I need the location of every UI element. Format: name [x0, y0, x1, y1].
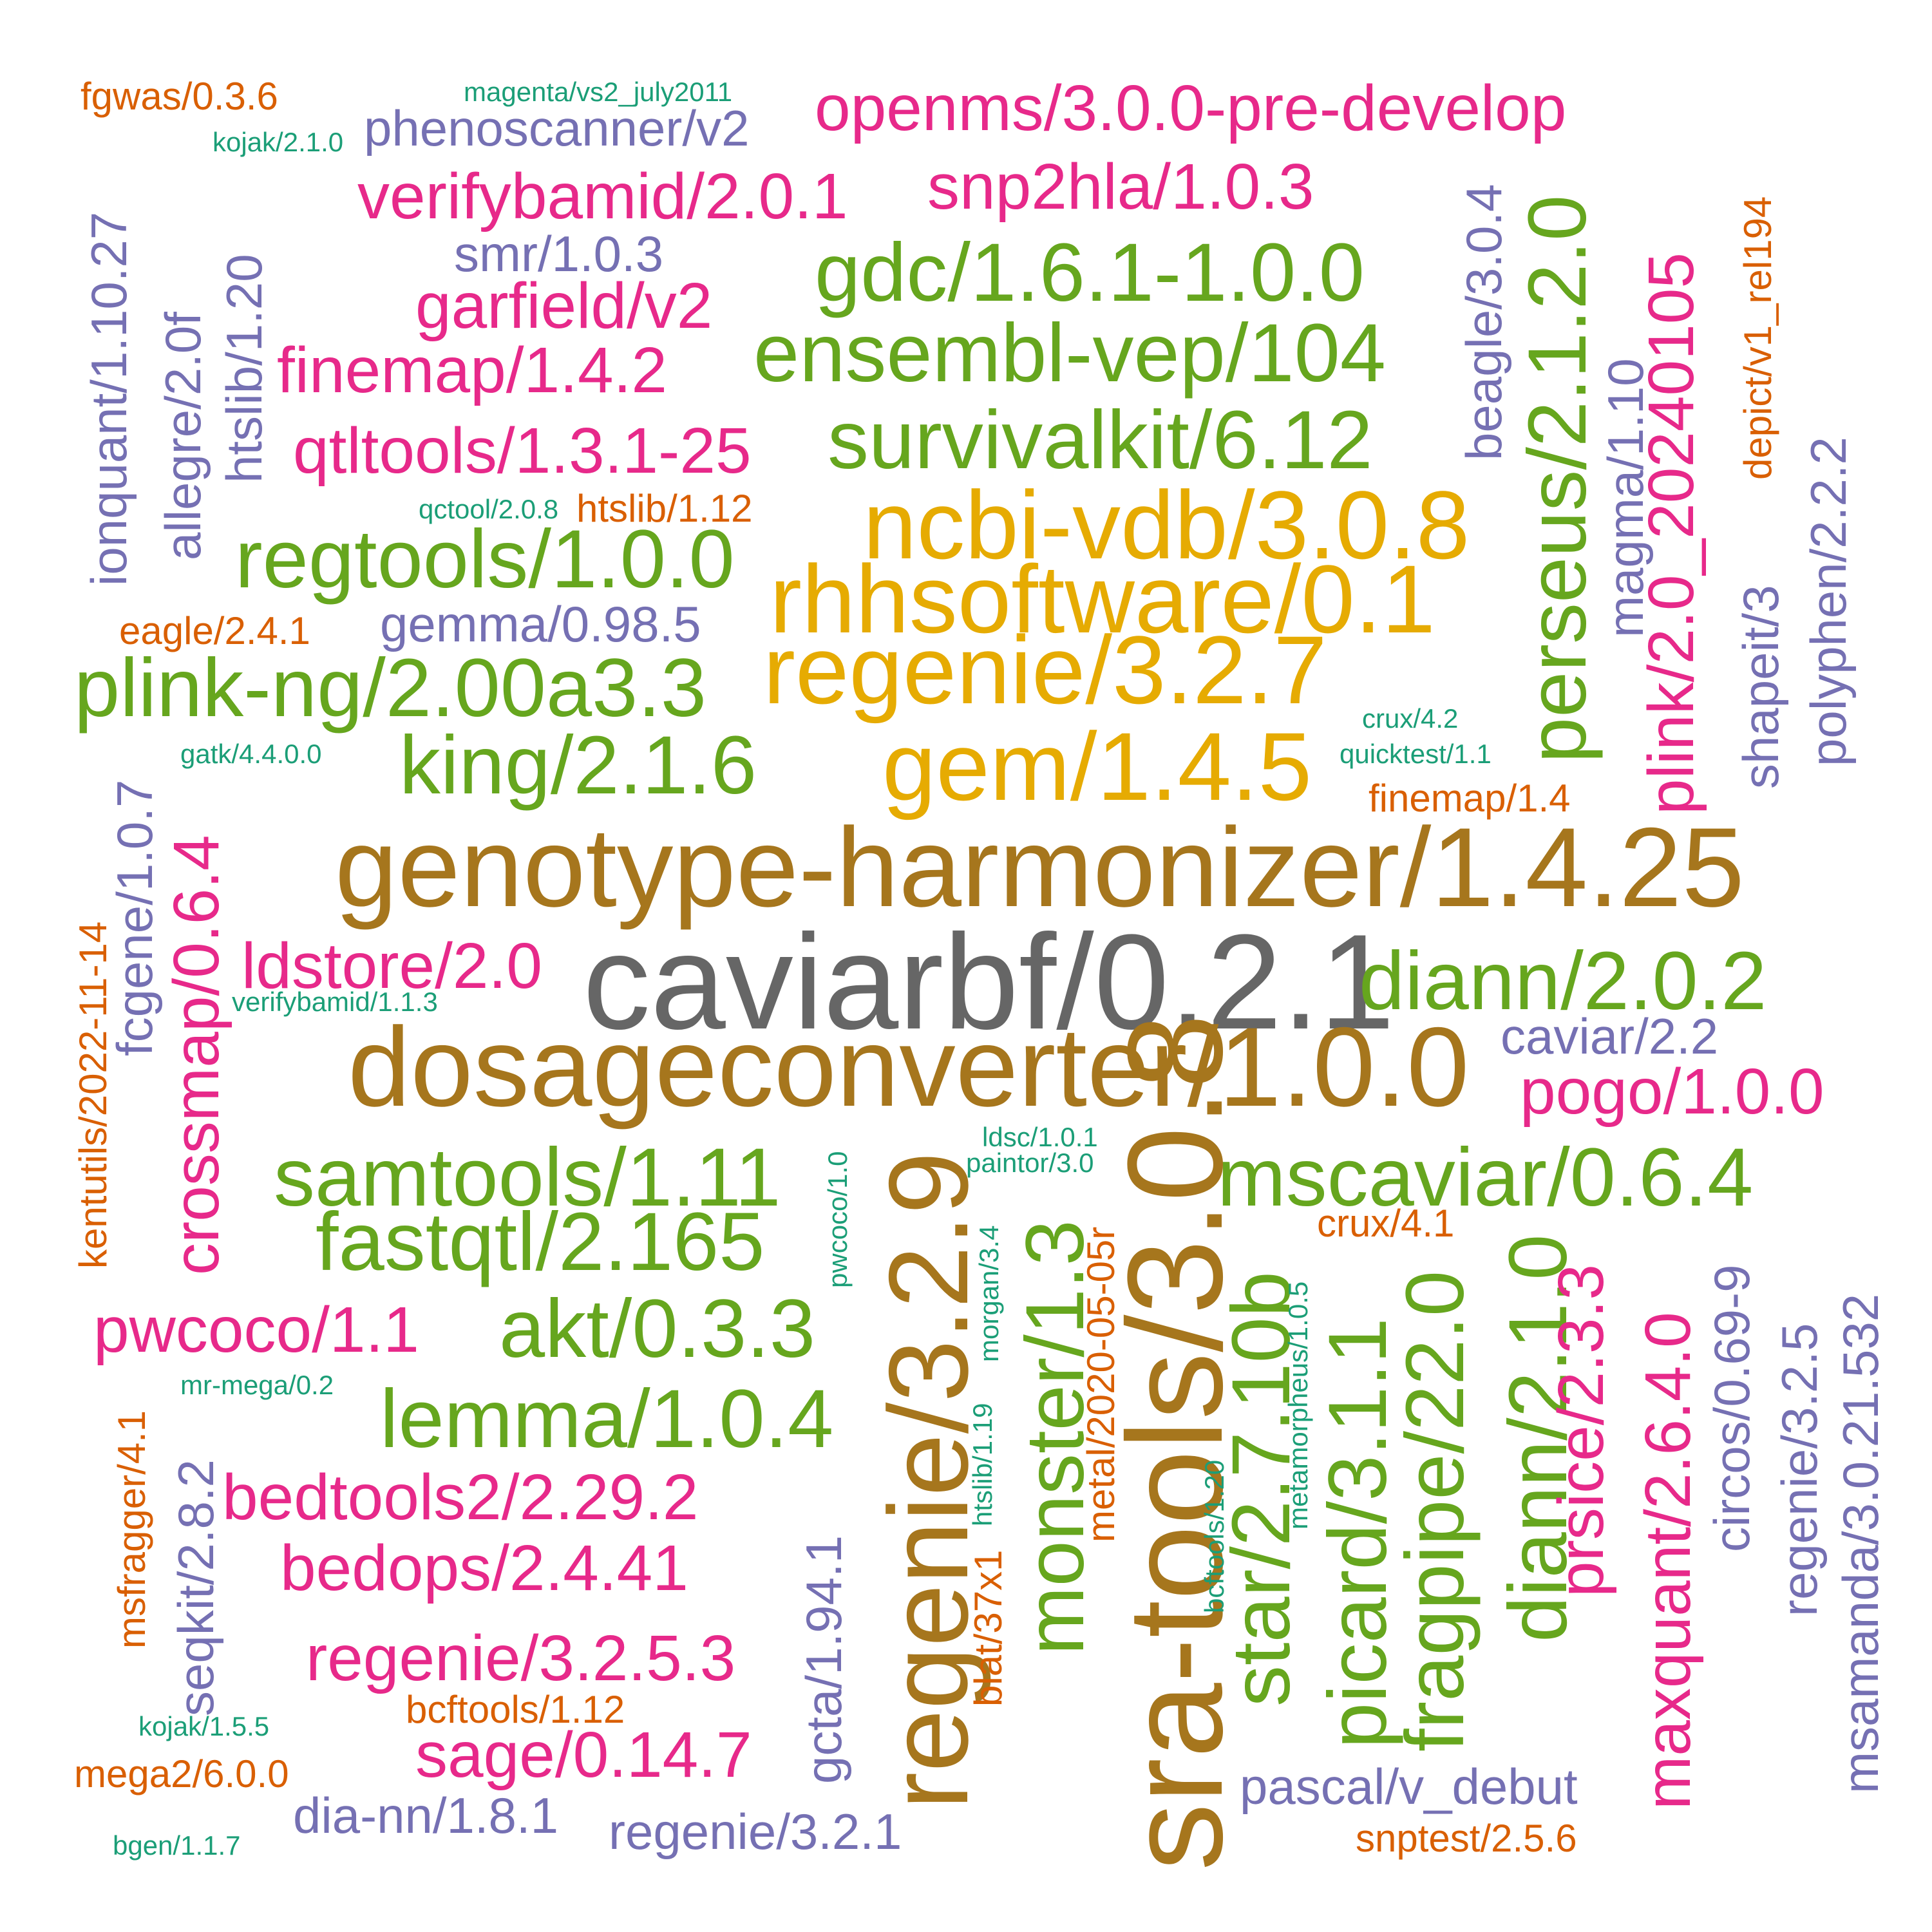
word: magenta/vs2_july2011: [464, 77, 733, 107]
word: circos/0.69-9: [1703, 1264, 1760, 1552]
word: pwcoco/1.0: [822, 1151, 853, 1288]
word: gem/1.4.5: [882, 712, 1312, 820]
word: kentutils/2022-11-14: [71, 921, 115, 1269]
word: htslib/1.19: [967, 1403, 998, 1526]
word: smr/1.0.3: [454, 225, 664, 282]
word: kojak/1.5.5: [138, 1711, 270, 1741]
word: phenoscanner/v2: [364, 100, 750, 156]
word: shapeit/3: [1732, 585, 1789, 789]
word: caviarbf/0.2.1: [583, 906, 1395, 1057]
word: eagle/2.4.1: [119, 609, 310, 652]
word: caviar/2.2: [1501, 1008, 1719, 1065]
word: verifybamid/1.1.3: [232, 987, 438, 1017]
word: mr-mega/0.2: [180, 1370, 334, 1400]
word: bcftools/1.12: [406, 1688, 625, 1731]
word: magma/1.10: [1597, 358, 1654, 638]
word: gcta/1.94.1: [795, 1535, 852, 1784]
word: ensembl-vep/104: [753, 307, 1386, 399]
word: gatk/4.4.0.0: [180, 739, 322, 769]
word: mega2/6.0.0: [74, 1752, 289, 1795]
word: regenie/3.2.7: [763, 616, 1327, 724]
word: fragpipe/22.0: [1389, 1270, 1481, 1752]
word: crossmap/0.6.4: [160, 835, 232, 1275]
word: mscaviar/0.6.4: [1217, 1132, 1754, 1224]
word: rhhsoftware/0.1: [770, 545, 1435, 653]
word: seqkit/2.8.2: [167, 1459, 224, 1716]
word: verifybamid/2.0.1: [357, 160, 848, 232]
word: htslib/1.12: [576, 487, 753, 530]
word: openms/3.0.0-pre-develop: [815, 72, 1567, 144]
word: allegre/2.0f: [155, 312, 211, 560]
word: sage/0.14.7: [415, 1719, 752, 1791]
word: pogo/1.0.0: [1520, 1056, 1824, 1128]
word: finemap/1.4: [1368, 777, 1571, 820]
word: gemma/0.98.5: [380, 596, 701, 652]
word: regenie/3.2.5.3: [306, 1622, 736, 1694]
word: fastqtl/2.165: [316, 1196, 765, 1288]
word: crux/4.2: [1362, 703, 1459, 734]
word: crux/4.1: [1317, 1202, 1455, 1245]
word: gdc/1.6.1-1.0.0: [815, 227, 1365, 319]
word: snptest/2.5.6: [1356, 1817, 1577, 1860]
word: regtools/1.0.0: [235, 513, 735, 605]
word: king/2.1.6: [399, 719, 757, 811]
word: garfield/v2: [415, 270, 713, 342]
word: bedtools2/2.29.2: [222, 1461, 699, 1533]
word: qctool/2.0.8: [419, 494, 559, 524]
word: blat/37x1: [967, 1549, 1010, 1707]
word: samtools/1.11: [274, 1132, 781, 1224]
word: diann/2.0.2: [1359, 935, 1767, 1027]
word: paintor/3.0: [966, 1148, 1094, 1178]
word: survivalkit/6.12: [828, 394, 1373, 486]
word: ncbi-vdb/3.0.8: [863, 471, 1470, 579]
word: pwcoco/1.1: [93, 1294, 419, 1366]
word: lemma/1.0.4: [380, 1373, 834, 1465]
word: htslib/1.20: [216, 254, 272, 483]
word: ionquant/1.10.27: [80, 211, 137, 586]
word: qtltools/1.3.1-25: [293, 415, 752, 487]
word: msfragger/4.1: [110, 1410, 153, 1649]
word: polyphen/2.2.2: [1800, 437, 1857, 766]
word: maxquant/2.6.4.0: [1632, 1312, 1704, 1810]
word: depict/v1_rel194: [1736, 196, 1779, 480]
word: ldstore/2.0: [242, 930, 542, 1002]
word: perseus/2.1.2.0: [1511, 194, 1604, 763]
word: ldsc/1.0.1: [982, 1122, 1098, 1152]
word: regenie/3.2.5: [1771, 1323, 1828, 1616]
word: picard/3.1.1: [1312, 1318, 1404, 1748]
word: bedops/2.4.41: [280, 1532, 688, 1604]
word: quicktest/1.1: [1340, 739, 1492, 769]
word: metamorpheus/1.0.5: [1283, 1281, 1313, 1530]
word: dosageconverter/1.0.0: [348, 1005, 1470, 1130]
word: regenie/3.2.1: [609, 1803, 902, 1860]
word: bgen/1.1.7: [113, 1830, 241, 1861]
word: akt/0.3.3: [499, 1283, 815, 1375]
word: bcftools/1.20: [1199, 1459, 1229, 1613]
word: beagle/3.0.4: [1455, 184, 1512, 460]
word: genotype-harmonizer/1.4.25: [335, 805, 1745, 931]
word: kojak/2.1.0: [213, 127, 344, 157]
word: metal/2020-05-05r: [1079, 1226, 1122, 1542]
word: fcgene/1.0.7: [106, 779, 163, 1056]
word: morgan/3.4: [974, 1225, 1004, 1362]
word: dia-nn/1.8.1: [293, 1787, 558, 1844]
word: msamanda/3.0.21.532: [1832, 1293, 1889, 1794]
word: pascal/v_debut: [1240, 1758, 1578, 1815]
word: prsice/2.3.3: [1545, 1264, 1617, 1597]
word: snp2hla/1.0.3: [927, 151, 1314, 223]
word: plink-ng/2.00a3.3: [74, 642, 707, 734]
word: fgwas/0.3.6: [80, 75, 278, 118]
word: finemap/1.4.2: [277, 334, 667, 406]
